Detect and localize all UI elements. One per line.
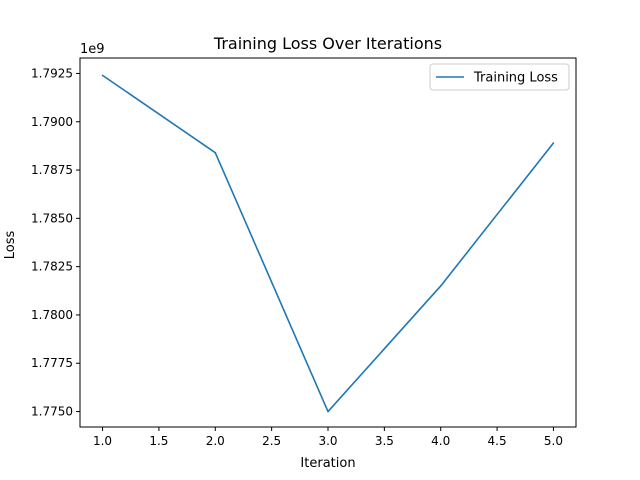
y-tick-label: 1.7900 <box>31 115 73 129</box>
y-tick-label: 1.7775 <box>31 356 73 370</box>
x-tick-label: 3.5 <box>375 434 394 448</box>
chart-title: Training Loss Over Iterations <box>213 34 442 53</box>
data-point <box>439 285 442 287</box>
x-tick-label: 2.0 <box>206 434 225 448</box>
legend-label: Training Loss <box>473 71 558 86</box>
x-tick-label: 2.5 <box>262 434 281 448</box>
y-tick-label: 1.7750 <box>31 405 73 419</box>
plot-frame <box>79 57 577 428</box>
x-tick-label: 3.0 <box>318 434 337 448</box>
y-tick-label: 1.7875 <box>31 163 73 177</box>
x-tick-label: 4.5 <box>488 434 507 448</box>
y-tick-label: 1.7800 <box>31 308 73 322</box>
y-tick-label: 1.7925 <box>31 66 73 80</box>
x-tick-label: 1.0 <box>93 434 112 448</box>
legend-box <box>429 63 570 91</box>
data-point <box>101 74 104 77</box>
y-tick-label: 1.7825 <box>31 260 73 274</box>
x-axis-label: Iteration <box>300 456 355 471</box>
data-point <box>214 151 217 154</box>
plot-area: 1.0 1.5 2.0 2.5 3.0 3.5 4.0 4.5 5.0 1.7750 1.7775 1… <box>31 66 563 448</box>
y-axis-offset-label: 1e9 <box>80 42 105 57</box>
y-axis-label: Loss <box>3 231 18 260</box>
data-point <box>552 142 555 144</box>
data-point <box>327 410 329 413</box>
x-tick-label: 4.0 <box>431 434 450 448</box>
x-tick-label: 1.5 <box>149 434 168 448</box>
legend: Training Loss <box>429 63 570 91</box>
x-tick-label: 5.0 <box>544 434 563 448</box>
y-tick-label: 1.7850 <box>31 211 73 225</box>
